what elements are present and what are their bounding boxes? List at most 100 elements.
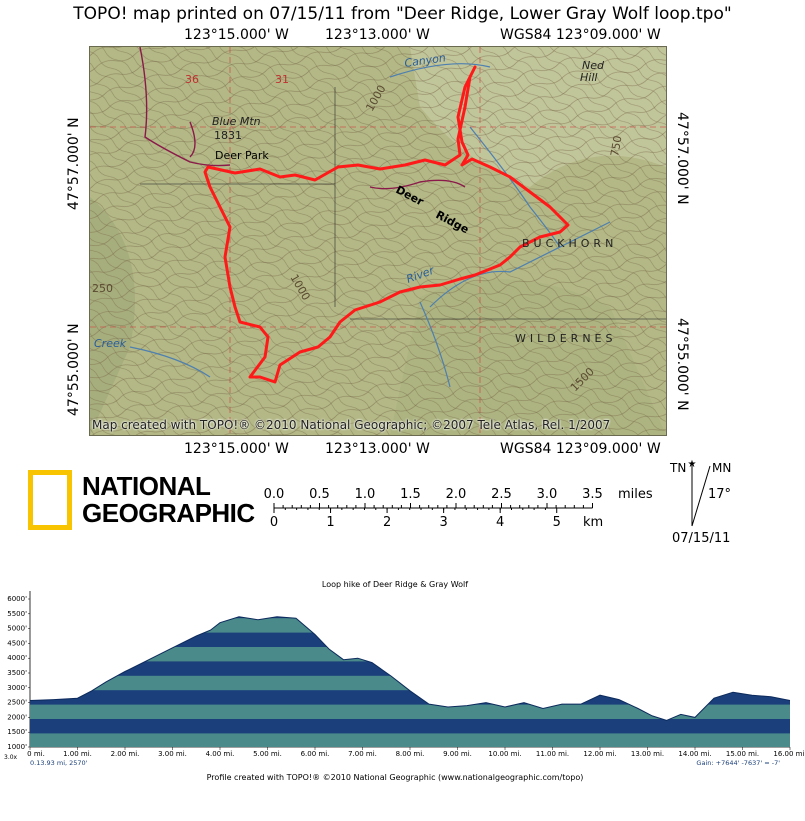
section-grid [90,47,666,435]
miles-label: 1.0 [355,487,376,502]
top-coord-3: WGS84 123°09.000' W [500,27,661,43]
top-coord-2: 123°13.000' W [325,27,430,43]
page-title: TOPO! map printed on 07/15/11 from "Deer… [73,4,732,24]
scale-bar: 0.0 0.5 1.0 1.5 2.0 2.5 3.0 3.5 miles 0 1 2 3 4 5 km [258,484,658,534]
x-tick-label: 13.00 mi. [631,750,664,758]
bottom-coord-2: 123°13.000' W [325,441,430,457]
left-coord-2: 47°55.000' N [66,323,82,416]
miles-label: 3.5 [582,487,603,502]
km-label: 1 [326,515,334,530]
profile-line [29,616,791,721]
label-creek: Creek [94,337,127,350]
miles-unit: miles [618,487,653,502]
elevation-profile: Loop hike of Deer Ridge & Gray Wolf 6000… [0,575,805,817]
x-tick-label: 1.00 mi. [63,750,92,758]
miles-label: 0.5 [309,487,330,502]
left-coord-1: 47°57.000' N [66,117,82,210]
profile-right-readout: Gain: +7644' -7637' = -7' [696,759,780,767]
miles-labels: 0.0 0.5 1.0 1.5 2.0 2.5 3.0 3.5 [264,487,603,502]
scale-ticks [273,503,593,513]
miles-label: 0.0 [264,487,285,502]
x-tick-label: 3.00 mi. [158,750,187,758]
x-tick-label: 16.00 mi. [773,750,805,758]
profile-x-ticks: 0 mi. 1.00 mi. 2.00 mi. 3.00 mi. 4.00 mi. 5.0… [27,747,805,758]
miles-label: 2.5 [491,487,512,502]
y-tick-label: 4500' [7,639,27,647]
x-tick-label: 11.00 mi. [536,750,569,758]
section-lines [140,87,666,320]
y-tick-label: 5000' [7,625,27,633]
profile-left-readout: 0.13.93 mi, 2570' [30,759,88,767]
km-unit: km [583,515,603,530]
y-tick-label: 3500' [7,669,27,677]
right-coord-2: 47°55.000' N [674,318,690,411]
profile-area-group [30,616,790,747]
miles-label: 1.5 [400,487,421,502]
bottom-coord-3: WGS84 123°09.000' W [500,441,661,457]
x-tick-label: 0 mi. [27,750,45,758]
magnetic-north-line [691,465,711,527]
x-tick-label: 6.00 mi. [301,750,330,758]
y-tick-label: 1000' [7,743,27,751]
miles-label: 3.0 [537,487,558,502]
bottom-coord-1: 123°15.000' W [184,441,289,457]
x-tick-label: 4.00 mi. [206,750,235,758]
ng-logo-frame [27,469,73,531]
y-tick-label: 4000' [7,654,27,662]
y-tick-label: 5500' [7,610,27,618]
x-tick-label: 2.00 mi. [111,750,140,758]
profile-footer: Profile created with TOPO!® ©2010 Nation… [207,773,584,782]
right-coord-1: 47°57.000' N [674,112,690,205]
profile-y-ticks: 6000' 5500' 5000' 4500' 4000' 3500' 3000' 2500'… [7,595,30,751]
star-icon: ★ [688,459,697,470]
north-arrow: ★ TN MN 17° 07/15/11 [660,458,780,548]
label-elev-750: 750 [608,135,624,158]
label-ned: Ned [582,59,605,72]
profile-corner-label: 3.0x [4,754,18,761]
label-sec-31: 31 [275,73,289,86]
north-date: 07/15/11 [672,531,730,546]
km-label: 4 [496,515,504,530]
y-tick-label: 6000' [7,595,27,603]
x-tick-label: 9.00 mi. [443,750,472,758]
km-labels: 0 1 2 3 4 5 [270,515,561,530]
roads [139,47,466,190]
tn-label: TN [669,461,686,475]
contour-lines-b [90,47,666,435]
ng-logo-line2: GEOGRAPHIC [82,498,255,528]
y-tick-label: 2500' [7,699,27,707]
y-tick-label: 2000' [7,713,27,721]
profile-area [30,616,790,747]
label-canyon: Canyon [404,51,447,70]
x-tick-label: 7.00 mi. [348,750,377,758]
label-blue-mtn: Blue Mtn [212,115,261,128]
ng-logo-line1: NATIONAL [82,471,211,501]
declination-label: 17° [708,487,731,502]
profile-title: Loop hike of Deer Ridge & Gray Wolf [322,580,468,589]
x-tick-label: 15.00 mi. [726,750,759,758]
x-tick-label: 8.00 mi. [396,750,425,758]
km-label: 0 [270,515,278,530]
km-label: 3 [439,515,447,530]
km-label: 2 [383,515,391,530]
label-elev-1831: 1831 [214,129,242,142]
map-credit: Map created with TOPO!® ©2010 National G… [92,418,611,432]
x-tick-label: 5.00 mi. [253,750,282,758]
x-tick-label: 10.00 mi. [488,750,521,758]
label-wilderness: WILDERNES [515,332,616,345]
hike-route[interactable] [203,65,570,384]
y-tick-label: 1500' [7,728,27,736]
y-tick-label: 3000' [7,684,27,692]
label-hill: Hill [580,71,597,84]
label-elev-250: 250 [92,282,113,295]
x-tick-label: 12.00 mi. [583,750,616,758]
miles-label: 2.0 [446,487,467,502]
label-buckhorn: BUCKHORN [522,237,617,250]
x-tick-label: 14.00 mi. [678,750,711,758]
topo-map[interactable]: Canyon Ned Hill Blue Mtn 1831 Deer Park … [89,46,667,436]
ng-logo-text: NATIONAL GEOGRAPHIC [82,473,255,527]
mn-label: MN [712,461,731,475]
top-coord-1: 123°15.000' W [184,27,289,43]
label-sec-36: 36 [185,73,199,86]
km-label: 5 [553,515,561,530]
